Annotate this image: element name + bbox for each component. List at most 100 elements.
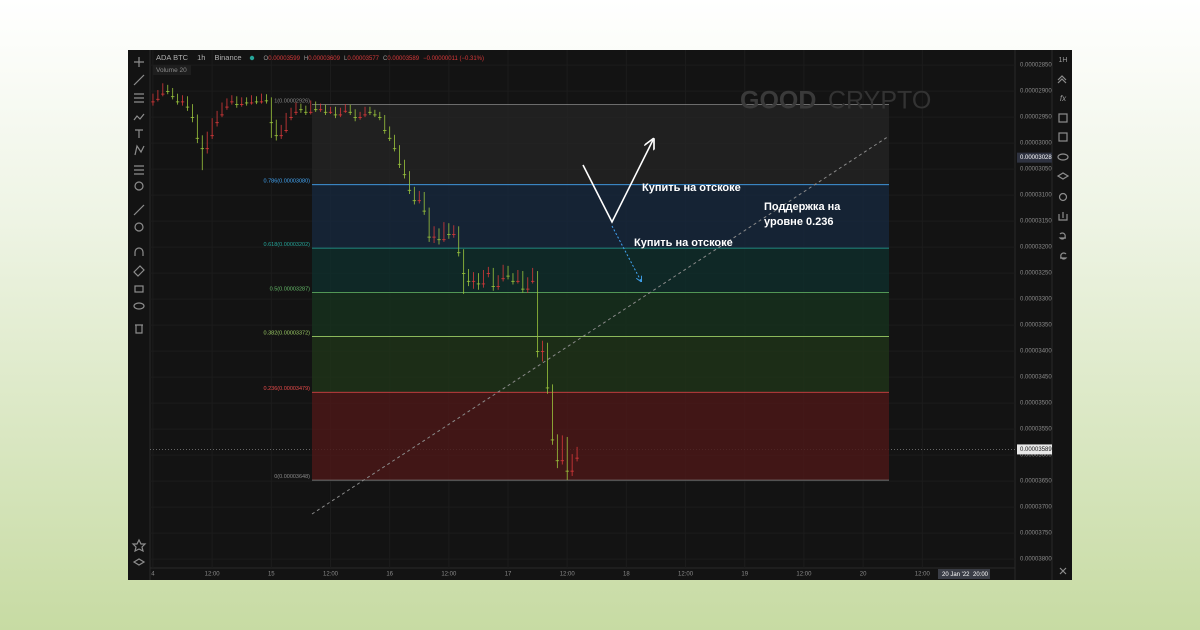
compare-button[interactable] — [1058, 132, 1068, 142]
candle-body — [535, 351, 540, 352]
candle-body — [437, 239, 441, 241]
candle-body — [545, 387, 550, 389]
candle-body — [526, 288, 530, 290]
candle-body — [506, 275, 510, 277]
y-tick-label: 0.00003200 — [1020, 245, 1052, 251]
indicators-button[interactable]: fx — [1060, 94, 1067, 103]
chart-type-button[interactable] — [1057, 75, 1067, 84]
cursor-price-badge — [1017, 152, 1052, 163]
tool-emoji[interactable] — [134, 181, 144, 191]
exchange: Binance — [214, 53, 241, 62]
candle-body — [496, 286, 500, 287]
fib-label: 0(0.00003648) — [274, 474, 310, 480]
tool-path[interactable] — [133, 113, 145, 121]
candle-body — [452, 234, 456, 235]
candle-body — [412, 200, 417, 202]
tool-zoom[interactable] — [134, 222, 144, 232]
candle-body — [190, 117, 195, 118]
tool-visibility[interactable] — [133, 302, 145, 310]
symbol-header: ADA BTC 1h Binance O0.00003599 H0.00003609 L0… — [156, 53, 484, 62]
y-tick-label: 0.00003000 — [1020, 141, 1052, 147]
candle-body — [205, 148, 209, 150]
candle-body — [313, 109, 318, 111]
candle-body — [333, 114, 338, 116]
candle-body — [575, 457, 579, 459]
tool-ruler[interactable] — [133, 204, 145, 216]
candle-body — [461, 273, 466, 274]
readout-change: −0.00000011 (−0.31%) — [423, 56, 484, 62]
tool-trendline[interactable] — [133, 74, 145, 86]
tool-delete[interactable] — [135, 324, 143, 334]
fib-zone — [312, 392, 889, 481]
share-button[interactable] — [1058, 212, 1068, 221]
tool-lock[interactable] — [134, 285, 144, 293]
y-tick-label: 0.00003450 — [1020, 375, 1052, 381]
settings-button[interactable] — [1058, 192, 1068, 202]
y-tick-label: 0.00003300 — [1020, 297, 1052, 303]
y-tick-label: 0.00002850 — [1020, 63, 1052, 69]
candle-body — [230, 101, 234, 103]
interval-button[interactable]: 1H — [1059, 57, 1068, 64]
x-tick-label: 12:00 — [678, 572, 694, 578]
candle-body — [299, 109, 303, 111]
candle-body — [156, 98, 160, 100]
candle-body — [249, 102, 254, 104]
tool-pattern[interactable] — [134, 144, 145, 156]
candle-body — [343, 110, 348, 112]
candle-body — [417, 200, 421, 202]
axes: 0.00003800 0.00003750 0.00003700 0.00003650… — [151, 63, 1052, 579]
fullscreen-button[interactable] — [1058, 113, 1068, 123]
status-dot — [249, 55, 255, 61]
annotation: уровне 0.236 — [764, 216, 834, 228]
candle-body — [215, 122, 219, 124]
x-tick-label: 16 — [386, 572, 393, 578]
candle-body — [235, 104, 239, 105]
readout-key: H — [304, 56, 308, 62]
fibonacci-retracement: 0(0.00003648) 0.236(0.00003479) 0.382(0.00… — [264, 99, 889, 481]
x-tick-label: 12:00 — [323, 572, 339, 578]
fib-label: 1(0.00002926) — [274, 99, 310, 105]
candle-body — [378, 117, 382, 118]
candle-body — [195, 137, 200, 139]
tool-favorite[interactable] — [131, 538, 147, 553]
candle-body — [240, 104, 244, 105]
tool-fib[interactable] — [134, 165, 144, 175]
tool-text[interactable] — [135, 129, 143, 138]
x-tick-label: 12:00 — [560, 572, 576, 578]
volume-badge — [153, 65, 191, 75]
readout-value: 0.00003577 — [347, 56, 379, 62]
readout-key: C — [383, 56, 388, 62]
readout-key: O — [264, 56, 269, 62]
tool-lock-drawing[interactable] — [133, 265, 145, 277]
candle-body — [220, 114, 224, 116]
candle-body — [368, 111, 372, 113]
watermark: GOOD CRYPTO — [740, 87, 931, 115]
close-button[interactable] — [1059, 567, 1067, 575]
candle-body — [274, 135, 278, 137]
candle-body — [540, 351, 545, 352]
y-tick-label: 0.00003650 — [1020, 479, 1052, 485]
layers-button[interactable] — [1056, 172, 1070, 180]
candle-body — [170, 96, 175, 98]
candle-body — [269, 122, 274, 124]
candle-body — [476, 283, 481, 285]
visibility-button[interactable] — [1057, 153, 1069, 161]
candle-body — [259, 101, 264, 103]
readout-key: L — [344, 56, 348, 62]
candle-body — [328, 111, 333, 113]
y-tick-label: 0.00003750 — [1020, 531, 1052, 537]
annotation: Купить на отскоке — [634, 237, 733, 249]
fib-zone — [312, 184, 889, 249]
tool-crosshair[interactable] — [134, 57, 144, 67]
tool-magnet[interactable] — [134, 247, 144, 256]
undo-button[interactable] — [1058, 232, 1066, 240]
redo-button[interactable] — [1060, 252, 1068, 260]
candle-body — [284, 130, 288, 131]
tool-channel[interactable] — [134, 93, 144, 103]
candle-body — [491, 286, 495, 287]
tool-layers[interactable] — [132, 558, 146, 566]
fib-label: 0.5(0.00003287) — [270, 286, 311, 292]
fib-label: 0.786(0.00003080) — [264, 179, 311, 185]
